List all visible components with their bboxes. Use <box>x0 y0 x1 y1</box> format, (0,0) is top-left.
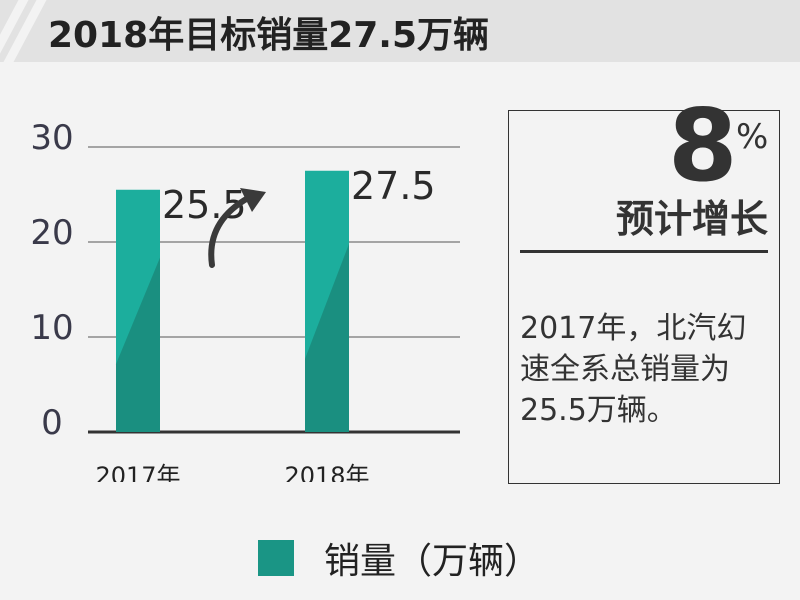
title-bar: 2018年目标销量27.5万辆 <box>0 0 800 62</box>
bar-shade <box>305 243 349 432</box>
curved-up-arrow-icon <box>208 188 266 268</box>
divider <box>520 250 768 253</box>
chart-data-labels: 25.5 27.5 <box>162 164 436 227</box>
page-title: 2018年目标销量27.5万辆 <box>48 15 490 56</box>
chart-legend: 销量（万辆） <box>258 536 540 582</box>
description-text: 2017年，北汽幻速全系总销量为25.5万辆。 <box>520 311 747 428</box>
chart-bars <box>116 170 349 432</box>
data-label: 27.5 <box>351 164 436 208</box>
bar-shade <box>116 257 160 432</box>
growth-number: 8 <box>668 87 738 204</box>
growth-unit: % <box>736 117 769 157</box>
legend-swatch <box>258 540 294 576</box>
data-label: 25.5 <box>162 183 247 227</box>
chart-x-axis: 2017年 2018年 <box>95 462 369 482</box>
highlight-box <box>508 110 780 484</box>
x-tick-label: 2017年 <box>95 462 180 482</box>
bar-chart: 0 10 20 30 2017年 2018年 25.5 27.5 <box>30 118 460 482</box>
y-tick-label: 10 <box>30 308 73 348</box>
y-tick-label: 30 <box>30 118 73 158</box>
legend-label: 销量（万辆） <box>324 541 541 582</box>
y-tick-label: 0 <box>41 403 63 443</box>
growth-label: 预计增长 <box>615 197 768 241</box>
chart-y-axis: 0 10 20 30 <box>30 118 73 443</box>
y-tick-label: 20 <box>30 213 73 253</box>
x-tick-label: 2018年 <box>284 462 369 482</box>
